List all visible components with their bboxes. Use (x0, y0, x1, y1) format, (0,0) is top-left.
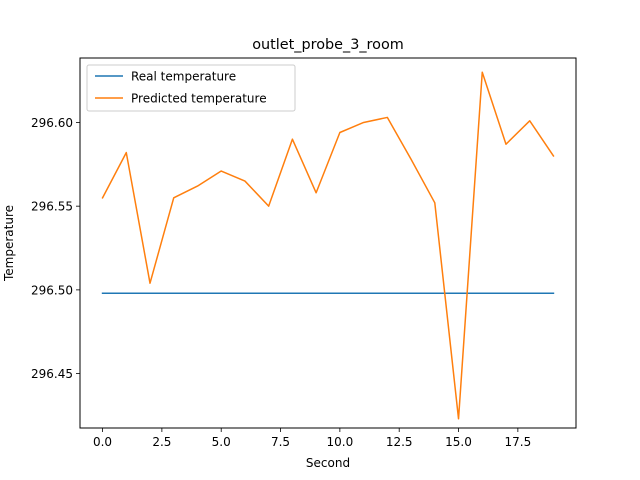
chart-title: outlet_probe_3_room (252, 37, 404, 53)
x-tick-label: 10.0 (327, 435, 354, 449)
y-axis-label: Temperature (2, 205, 16, 282)
x-axis: 0.0 2.5 5.0 7.5 10.0 12.5 15.0 17.5 (93, 428, 531, 449)
x-tick-label: 0.0 (93, 435, 112, 449)
legend: Real temperature Predicted temperature (86, 64, 296, 112)
series-line-predicted-temperature (101, 71, 555, 420)
series-layer (101, 71, 555, 420)
y-tick-label: 296.60 (31, 116, 73, 130)
y-tick-label: 296.55 (31, 200, 73, 214)
y-axis: 296.45 296.50 296.55 296.60 (31, 116, 80, 381)
x-tick-label: 15.0 (445, 435, 472, 449)
x-tick-label: 17.5 (504, 435, 531, 449)
x-tick-label: 5.0 (212, 435, 231, 449)
x-axis-label: Second (306, 456, 350, 470)
x-tick-label: 2.5 (152, 435, 171, 449)
x-tick-label: 7.5 (271, 435, 290, 449)
plot-frame (79, 57, 577, 429)
y-tick-label: 296.45 (31, 367, 73, 381)
legend-box (86, 64, 296, 112)
y-tick-label: 296.50 (31, 283, 73, 297)
legend-label: Real temperature (131, 70, 236, 84)
x-tick-label: 12.5 (386, 435, 413, 449)
legend-label: Predicted temperature (131, 92, 267, 106)
